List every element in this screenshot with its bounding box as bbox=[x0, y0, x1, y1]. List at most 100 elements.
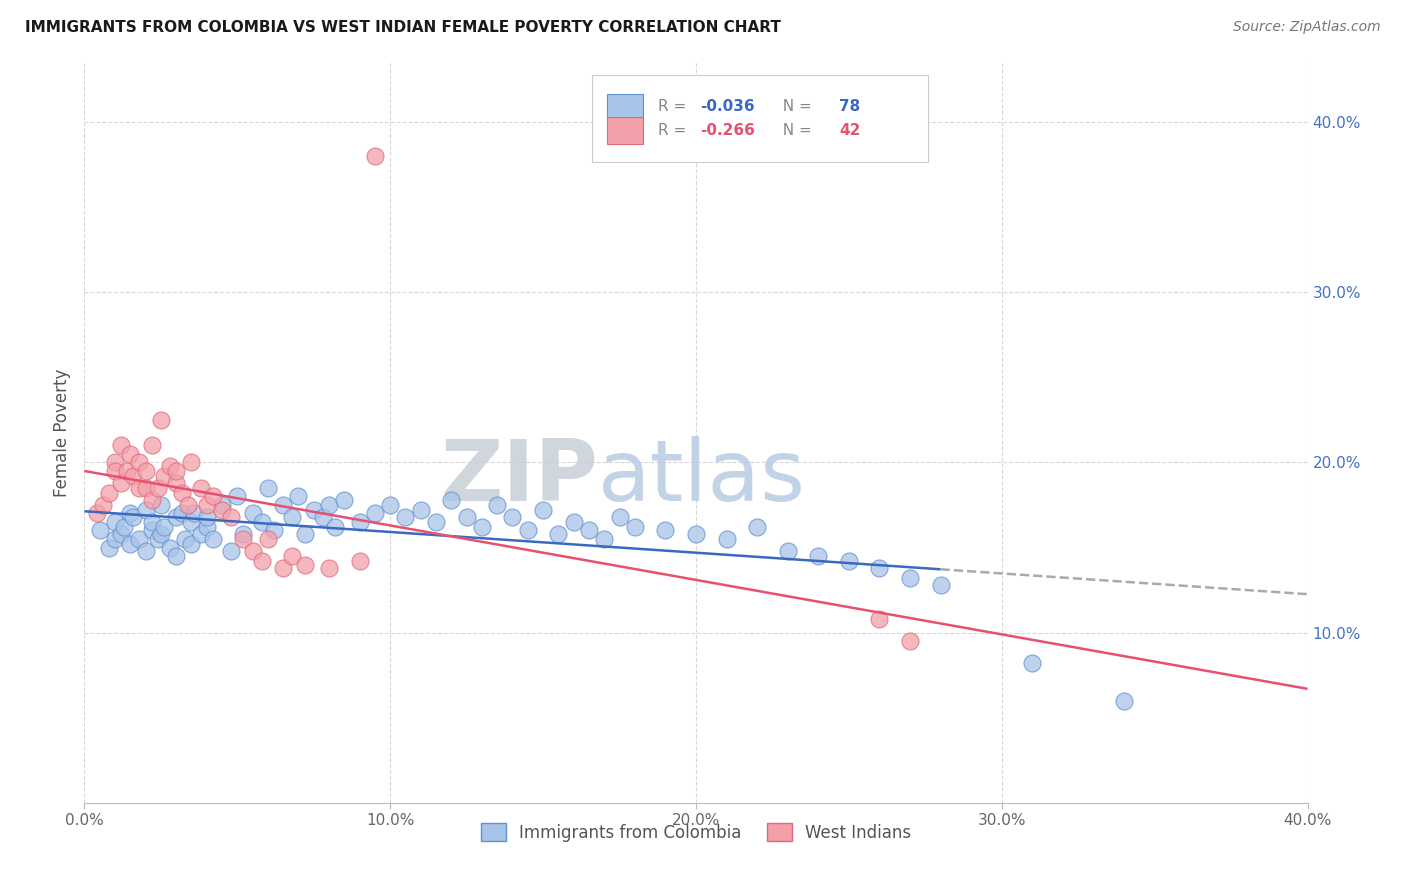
Point bbox=[135, 481, 157, 495]
Point bbox=[294, 527, 316, 541]
Point bbox=[104, 464, 127, 478]
Point bbox=[869, 561, 891, 575]
Point bbox=[104, 515, 127, 529]
Point bbox=[578, 524, 600, 538]
Point bbox=[128, 532, 150, 546]
Point bbox=[271, 498, 294, 512]
Text: ZIP: ZIP bbox=[440, 435, 598, 518]
Point bbox=[486, 498, 509, 512]
Point bbox=[211, 498, 233, 512]
Point bbox=[183, 507, 205, 521]
Point bbox=[153, 469, 176, 483]
Point bbox=[349, 554, 371, 568]
Point bbox=[380, 498, 402, 512]
FancyBboxPatch shape bbox=[606, 117, 644, 144]
Text: 42: 42 bbox=[839, 123, 860, 138]
Text: Source: ZipAtlas.com: Source: ZipAtlas.com bbox=[1233, 20, 1381, 34]
Point bbox=[165, 475, 187, 490]
Point bbox=[135, 464, 157, 478]
Point bbox=[174, 532, 197, 546]
Point bbox=[232, 527, 254, 541]
Point bbox=[120, 507, 142, 521]
Point bbox=[195, 509, 218, 524]
Point bbox=[97, 541, 120, 555]
Point bbox=[165, 549, 187, 563]
Point bbox=[177, 498, 200, 512]
Point bbox=[165, 464, 187, 478]
Point bbox=[195, 498, 218, 512]
Point bbox=[195, 520, 218, 534]
Point bbox=[146, 481, 169, 495]
Point bbox=[190, 481, 212, 495]
Point bbox=[201, 532, 224, 546]
Point bbox=[232, 532, 254, 546]
Point bbox=[593, 532, 616, 546]
Point bbox=[122, 469, 145, 483]
Point bbox=[502, 509, 524, 524]
Point bbox=[120, 537, 142, 551]
Point bbox=[776, 544, 799, 558]
Text: IMMIGRANTS FROM COLOMBIA VS WEST INDIAN FEMALE POVERTY CORRELATION CHART: IMMIGRANTS FROM COLOMBIA VS WEST INDIAN … bbox=[25, 20, 782, 35]
Point bbox=[226, 490, 249, 504]
Point bbox=[86, 507, 108, 521]
Point bbox=[201, 490, 224, 504]
Point bbox=[323, 520, 346, 534]
Point bbox=[349, 515, 371, 529]
Point bbox=[1114, 694, 1136, 708]
Point bbox=[716, 532, 738, 546]
Point bbox=[333, 492, 356, 507]
Point bbox=[257, 532, 280, 546]
Point bbox=[287, 490, 309, 504]
Point bbox=[318, 498, 340, 512]
Point bbox=[110, 527, 132, 541]
Point bbox=[135, 503, 157, 517]
Point bbox=[89, 524, 111, 538]
Point bbox=[141, 524, 163, 538]
Point bbox=[747, 520, 769, 534]
Point bbox=[159, 541, 181, 555]
Point bbox=[318, 561, 340, 575]
Point bbox=[471, 520, 494, 534]
Point bbox=[456, 509, 478, 524]
Point bbox=[219, 509, 242, 524]
Point bbox=[115, 464, 138, 478]
Text: R =: R = bbox=[658, 123, 692, 138]
Point bbox=[242, 507, 264, 521]
Point bbox=[531, 503, 554, 517]
Point bbox=[364, 507, 387, 521]
Point bbox=[929, 578, 952, 592]
Point bbox=[302, 503, 325, 517]
Point bbox=[104, 532, 127, 546]
Point bbox=[180, 537, 202, 551]
Point bbox=[242, 544, 264, 558]
Point bbox=[312, 509, 335, 524]
Point bbox=[141, 515, 163, 529]
Point bbox=[149, 413, 172, 427]
Point bbox=[807, 549, 830, 563]
Point bbox=[135, 544, 157, 558]
Point bbox=[149, 527, 172, 541]
Point bbox=[110, 475, 132, 490]
Point bbox=[898, 634, 921, 648]
Point bbox=[562, 515, 585, 529]
Point bbox=[394, 509, 416, 524]
Point bbox=[128, 455, 150, 469]
Point bbox=[250, 554, 273, 568]
Point bbox=[172, 507, 194, 521]
Point bbox=[165, 509, 187, 524]
Point bbox=[104, 455, 127, 469]
Point bbox=[180, 455, 202, 469]
Point bbox=[654, 524, 676, 538]
Text: N =: N = bbox=[773, 123, 817, 138]
Point bbox=[271, 561, 294, 575]
Point bbox=[219, 544, 242, 558]
Point bbox=[440, 492, 463, 507]
Point bbox=[97, 486, 120, 500]
Point bbox=[141, 492, 163, 507]
Point bbox=[1021, 657, 1043, 671]
Point bbox=[91, 498, 114, 512]
Point bbox=[685, 527, 707, 541]
Legend: Immigrants from Colombia, West Indians: Immigrants from Colombia, West Indians bbox=[472, 815, 920, 850]
Point bbox=[159, 458, 181, 473]
Y-axis label: Female Poverty: Female Poverty bbox=[53, 368, 72, 497]
